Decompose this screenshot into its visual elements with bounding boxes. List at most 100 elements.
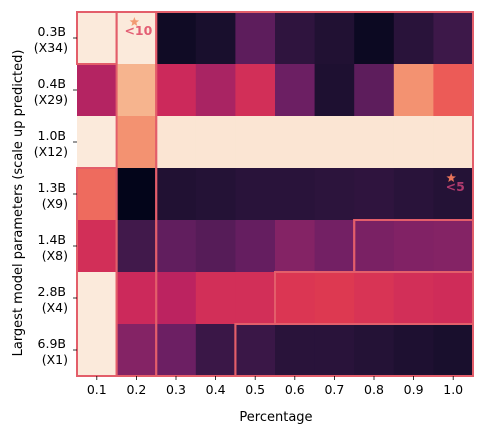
y-tick-label-line2: (X9) (42, 196, 68, 211)
heatmap-cell-r4-c4 (235, 220, 276, 273)
heatmap-cell-r1-c0 (77, 64, 117, 117)
y-tick-label-line2: (X29) (34, 92, 68, 107)
heatmap-cell-r0-c3 (195, 12, 236, 65)
y-tick-label-line1: 0.4B (38, 76, 66, 91)
heatmap-cell-r5-c2 (156, 272, 197, 325)
x-tick-label: 0.7 (324, 382, 344, 397)
heatmap-cell-r2-c1 (116, 116, 157, 169)
heatmap-cell-r1-c2 (156, 64, 197, 117)
heatmap-cell-r4-c0 (77, 220, 117, 273)
region-boundary-1 (76, 11, 118, 65)
heatmap-cell-r5-c9 (433, 272, 474, 325)
heatmap-cell-r5-c7 (354, 272, 395, 325)
heatmap-cell-r6-c2 (156, 324, 197, 377)
heatmap-cell-r6-c8 (393, 324, 434, 377)
heatmap-cell-r1-c1 (116, 64, 157, 117)
x-tick-labels: 0.1 0.2 0.3 0.4 0.5 0.6 0.7 0.8 0.9 1.0 (87, 376, 463, 397)
y-axis-label: Largest model parameters (scale up predi… (11, 50, 26, 357)
x-tick-label: 0.6 (285, 382, 305, 397)
heatmap-cell-r3-c2 (156, 168, 197, 221)
heatmap-cell-r3-c9 (433, 168, 474, 221)
heatmap-cell-r0-c1 (116, 12, 157, 65)
heatmap-cell-r6-c5 (275, 324, 315, 377)
heatmap-cell-r0-c9 (433, 12, 474, 65)
heatmap-cell-r1-c7 (354, 64, 395, 117)
heatmap-cell-r2-c4 (235, 116, 276, 169)
heatmap-cell-r3-c7 (354, 168, 395, 221)
heatmap-cell-r3-c4 (235, 168, 276, 221)
heatmap-cell-r1-c5 (275, 64, 315, 117)
heatmap-cell-r3-c5 (275, 168, 315, 221)
heatmap-cell-r5-c1 (116, 272, 157, 325)
heatmap-cell-r4-c6 (314, 220, 355, 273)
heatmap-cell-r3-c8 (393, 168, 434, 221)
heatmap-cell-r2-c8 (393, 116, 434, 169)
heatmap-cell-r0-c7 (354, 12, 395, 65)
heatmap-cell-r5-c0 (77, 272, 117, 325)
y-tick-label-line1: 1.0B (38, 128, 66, 143)
heatmap-cell-r2-c3 (195, 116, 236, 169)
heatmap-cell-r2-c2 (156, 116, 197, 169)
heatmap-cell-r4-c2 (156, 220, 197, 273)
heatmap-cell-r2-c7 (354, 116, 395, 169)
y-tick-label-line2: (X12) (34, 144, 68, 159)
y-tick-label-line2: (X4) (42, 300, 68, 315)
y-tick-label-line1: 1.4B (38, 232, 66, 247)
heatmap-cell-r4-c5 (275, 220, 315, 273)
y-tick-label-line1: 0.3B (38, 24, 66, 39)
heatmap-cell-r6-c6 (314, 324, 355, 377)
heatmap-cell-r0-c8 (393, 12, 434, 65)
heatmap-cell-r6-c0 (77, 324, 117, 377)
x-tick-label: 0.5 (245, 382, 265, 397)
heatmap-cell-r1-c8 (393, 64, 434, 117)
heatmap-cell-r5-c5 (275, 272, 315, 325)
heatmap-cell-r4-c7 (354, 220, 395, 273)
heatmap-cell-r2-c0 (77, 116, 117, 169)
x-tick-label: 0.9 (404, 382, 424, 397)
heatmap-cell-r4-c8 (393, 220, 434, 273)
heatmap-cell-r0-c2 (156, 12, 197, 65)
y-tick-labels: 0.3B(X34)0.4B(X29)1.0B(X12)1.3B(X9)1.4B(… (34, 24, 77, 367)
heatmap-cell-r6-c4 (235, 324, 276, 377)
x-axis-label: Percentage (239, 410, 312, 425)
x-tick-label: 1.0 (443, 382, 463, 397)
heatmap-cell-r2-c9 (433, 116, 474, 169)
star-marker-icon (446, 173, 456, 183)
heatmap-cell-r3-c3 (195, 168, 236, 221)
heatmap-cell-r4-c9 (433, 220, 474, 273)
heatmap-cell-r1-c4 (235, 64, 276, 117)
heatmap-cell-r5-c8 (393, 272, 434, 325)
heatmap-cell-r5-c4 (235, 272, 276, 325)
heatmap-cell-r4-c3 (195, 220, 236, 273)
x-tick-label: 0.4 (206, 382, 226, 397)
heatmap-cell-r5-c3 (195, 272, 236, 325)
x-tick-label: 0.2 (126, 382, 146, 397)
heatmap-cell-r6-c1 (116, 324, 157, 377)
heatmap-cell-r0-c6 (314, 12, 355, 65)
y-tick-label-line2: (X1) (42, 352, 68, 367)
y-tick-label-line2: (X8) (42, 248, 68, 263)
heatmap-cell-r4-c1 (116, 220, 157, 273)
heatmap-cell-r6-c9 (433, 324, 474, 377)
heatmap-cells (77, 12, 474, 377)
heatmap-cell-r0-c0 (77, 12, 117, 65)
star-marker-icon (129, 17, 140, 27)
x-tick-label: 0.1 (87, 382, 107, 397)
heatmap-cell-r3-c0 (77, 168, 117, 221)
x-tick-label: 0.3 (166, 382, 186, 397)
x-tick-label: 0.8 (364, 382, 384, 397)
y-tick-label-line2: (X34) (34, 40, 68, 55)
annotation-label-1: <5 (446, 179, 465, 194)
annotations: <10 <5 (124, 17, 465, 194)
heatmap-cell-r6-c3 (195, 324, 236, 377)
heatmap-cell-r6-c7 (354, 324, 395, 377)
heatmap-cell-r1-c9 (433, 64, 474, 117)
y-tick-label-line1: 2.8B (38, 284, 66, 299)
heatmap-cell-r2-c6 (314, 116, 355, 169)
heatmap-cell-r3-c6 (314, 168, 355, 221)
heatmap-cell-r5-c6 (314, 272, 355, 325)
annotation-label-0: <10 (124, 23, 152, 38)
heatmap-cell-r2-c5 (275, 116, 315, 169)
heatmap-cell-r1-c6 (314, 64, 355, 117)
